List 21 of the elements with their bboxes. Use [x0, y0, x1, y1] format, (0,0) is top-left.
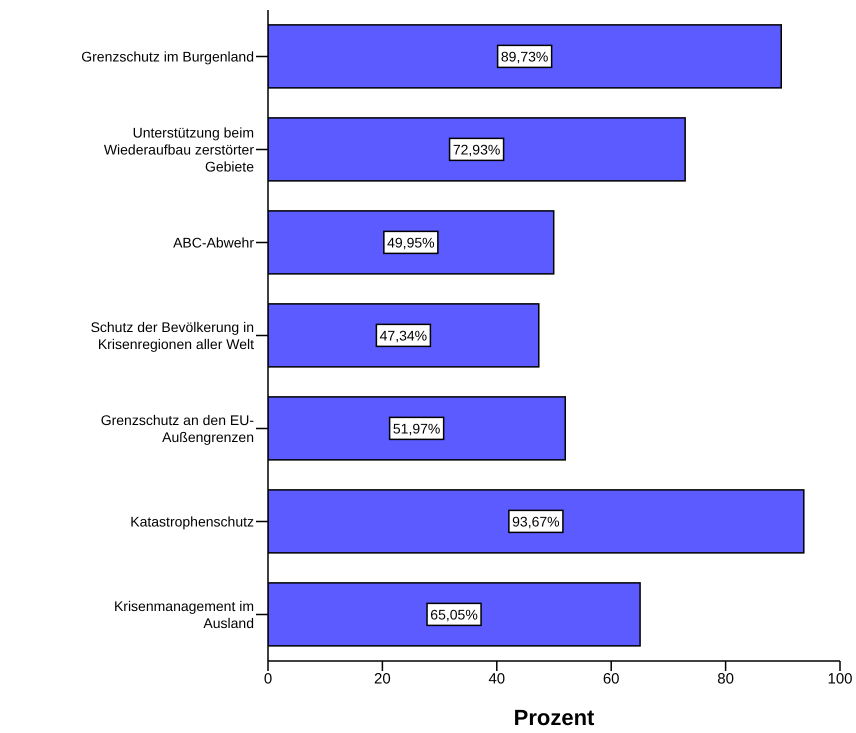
y-tick-label: ABC-Abwehr — [173, 234, 254, 250]
y-tick-label: Grenzschutz an den EU-Außengrenzen — [100, 412, 254, 445]
x-tick-label: 0 — [264, 670, 272, 688]
data-label: 89,73% — [500, 48, 548, 64]
x-tick-label: 60 — [602, 670, 620, 688]
y-tick-label: Krisenmanagement im Ausland — [114, 598, 254, 631]
x-tick-label: 80 — [717, 670, 734, 688]
data-label: 49,95% — [387, 234, 435, 250]
data-label: 72,93% — [452, 141, 500, 158]
y-tick-label: Unterstützung beim Wiederaufbau zerstörter Gebiete — [104, 124, 254, 174]
y-tick-label: Grenzschutz im Burgenland — [81, 48, 254, 64]
data-label: 93,67% — [512, 513, 560, 530]
data-label: 47,34% — [380, 327, 428, 344]
y-tick-label: Schutz der Bevölkerung in Krisenregionen aller Welt — [90, 319, 254, 352]
y-tick-label: Katastrophenschutz — [130, 514, 254, 530]
x-tick-label: 20 — [374, 670, 391, 688]
x-tick-label: 100 — [827, 670, 853, 688]
x-tick-label: 40 — [488, 670, 506, 688]
x-axis-title: Prozent — [514, 705, 596, 730]
data-label: 51,97% — [392, 420, 440, 436]
data-label: 65,05% — [430, 606, 478, 622]
